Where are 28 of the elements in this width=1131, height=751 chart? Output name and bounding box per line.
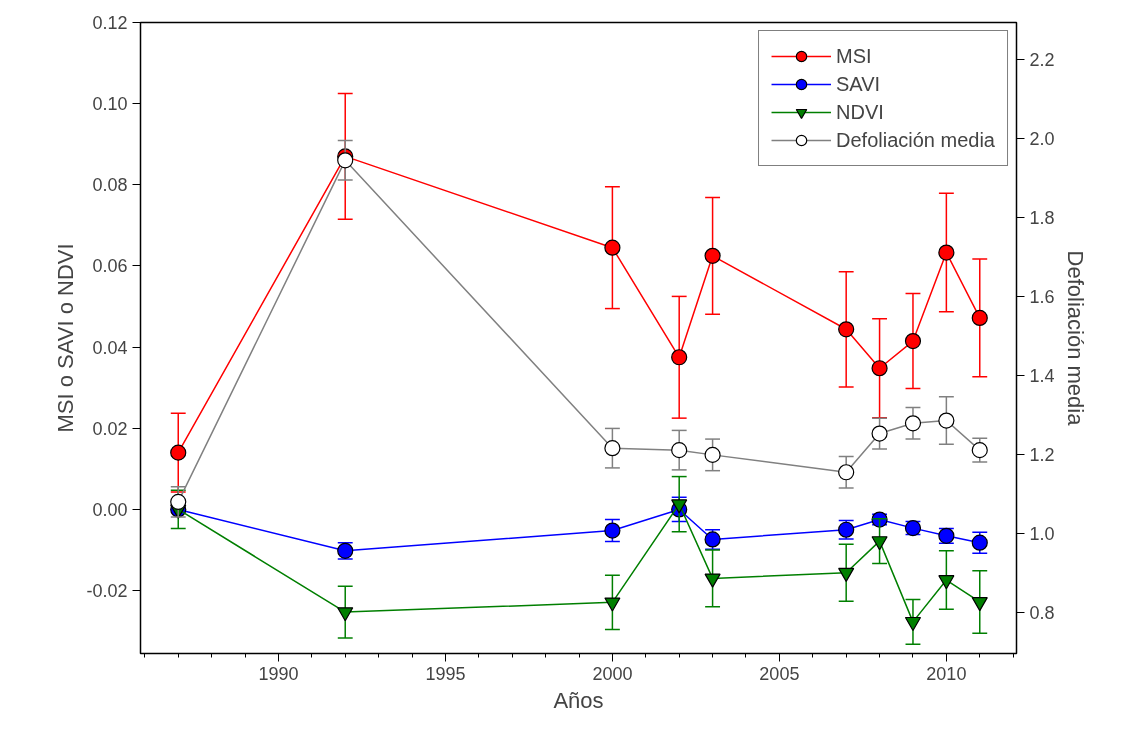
y-tick-label: 0.02 [92,418,128,439]
legend-label: NDVI [836,99,884,125]
y-tick-label: 0.06 [92,256,128,277]
y-tick-label: 0.04 [92,337,128,358]
y2-tick-label: 1.4 [1029,366,1055,387]
y2-axis-title: Defoliación media [1062,250,1088,427]
x-tick-label: 2000 [592,663,633,684]
legend-label: Defoliación media [836,127,995,153]
y2-tick-label: 1.0 [1029,523,1055,544]
x-axis-title: Años [553,687,604,713]
x-tick-label: 1990 [258,663,299,684]
y-axis-title: MSI o SAVI o NDVI [53,243,79,433]
y2-tick-label: 0.8 [1029,602,1055,623]
legend-label: MSI [836,43,872,69]
x-tick-label: 2005 [759,663,800,684]
y2-tick-label: 1.2 [1029,444,1055,465]
y-tick-label: 0.12 [92,13,128,33]
y-tick-label: 0.08 [92,175,128,196]
y-tick-label: 0.10 [92,94,128,115]
x-tick-label: 1995 [425,663,466,684]
legend-label: SAVI [836,71,881,97]
y2-tick-label: 1.8 [1029,208,1055,229]
y-tick-label: 0.00 [92,499,128,520]
x-tick-label: 2010 [926,663,967,684]
y-tick-label: -0.02 [86,581,128,602]
y2-tick-label: 2.2 [1029,50,1055,71]
y2-tick-label: 2.0 [1029,129,1055,150]
y2-tick-label: 1.6 [1029,287,1055,308]
